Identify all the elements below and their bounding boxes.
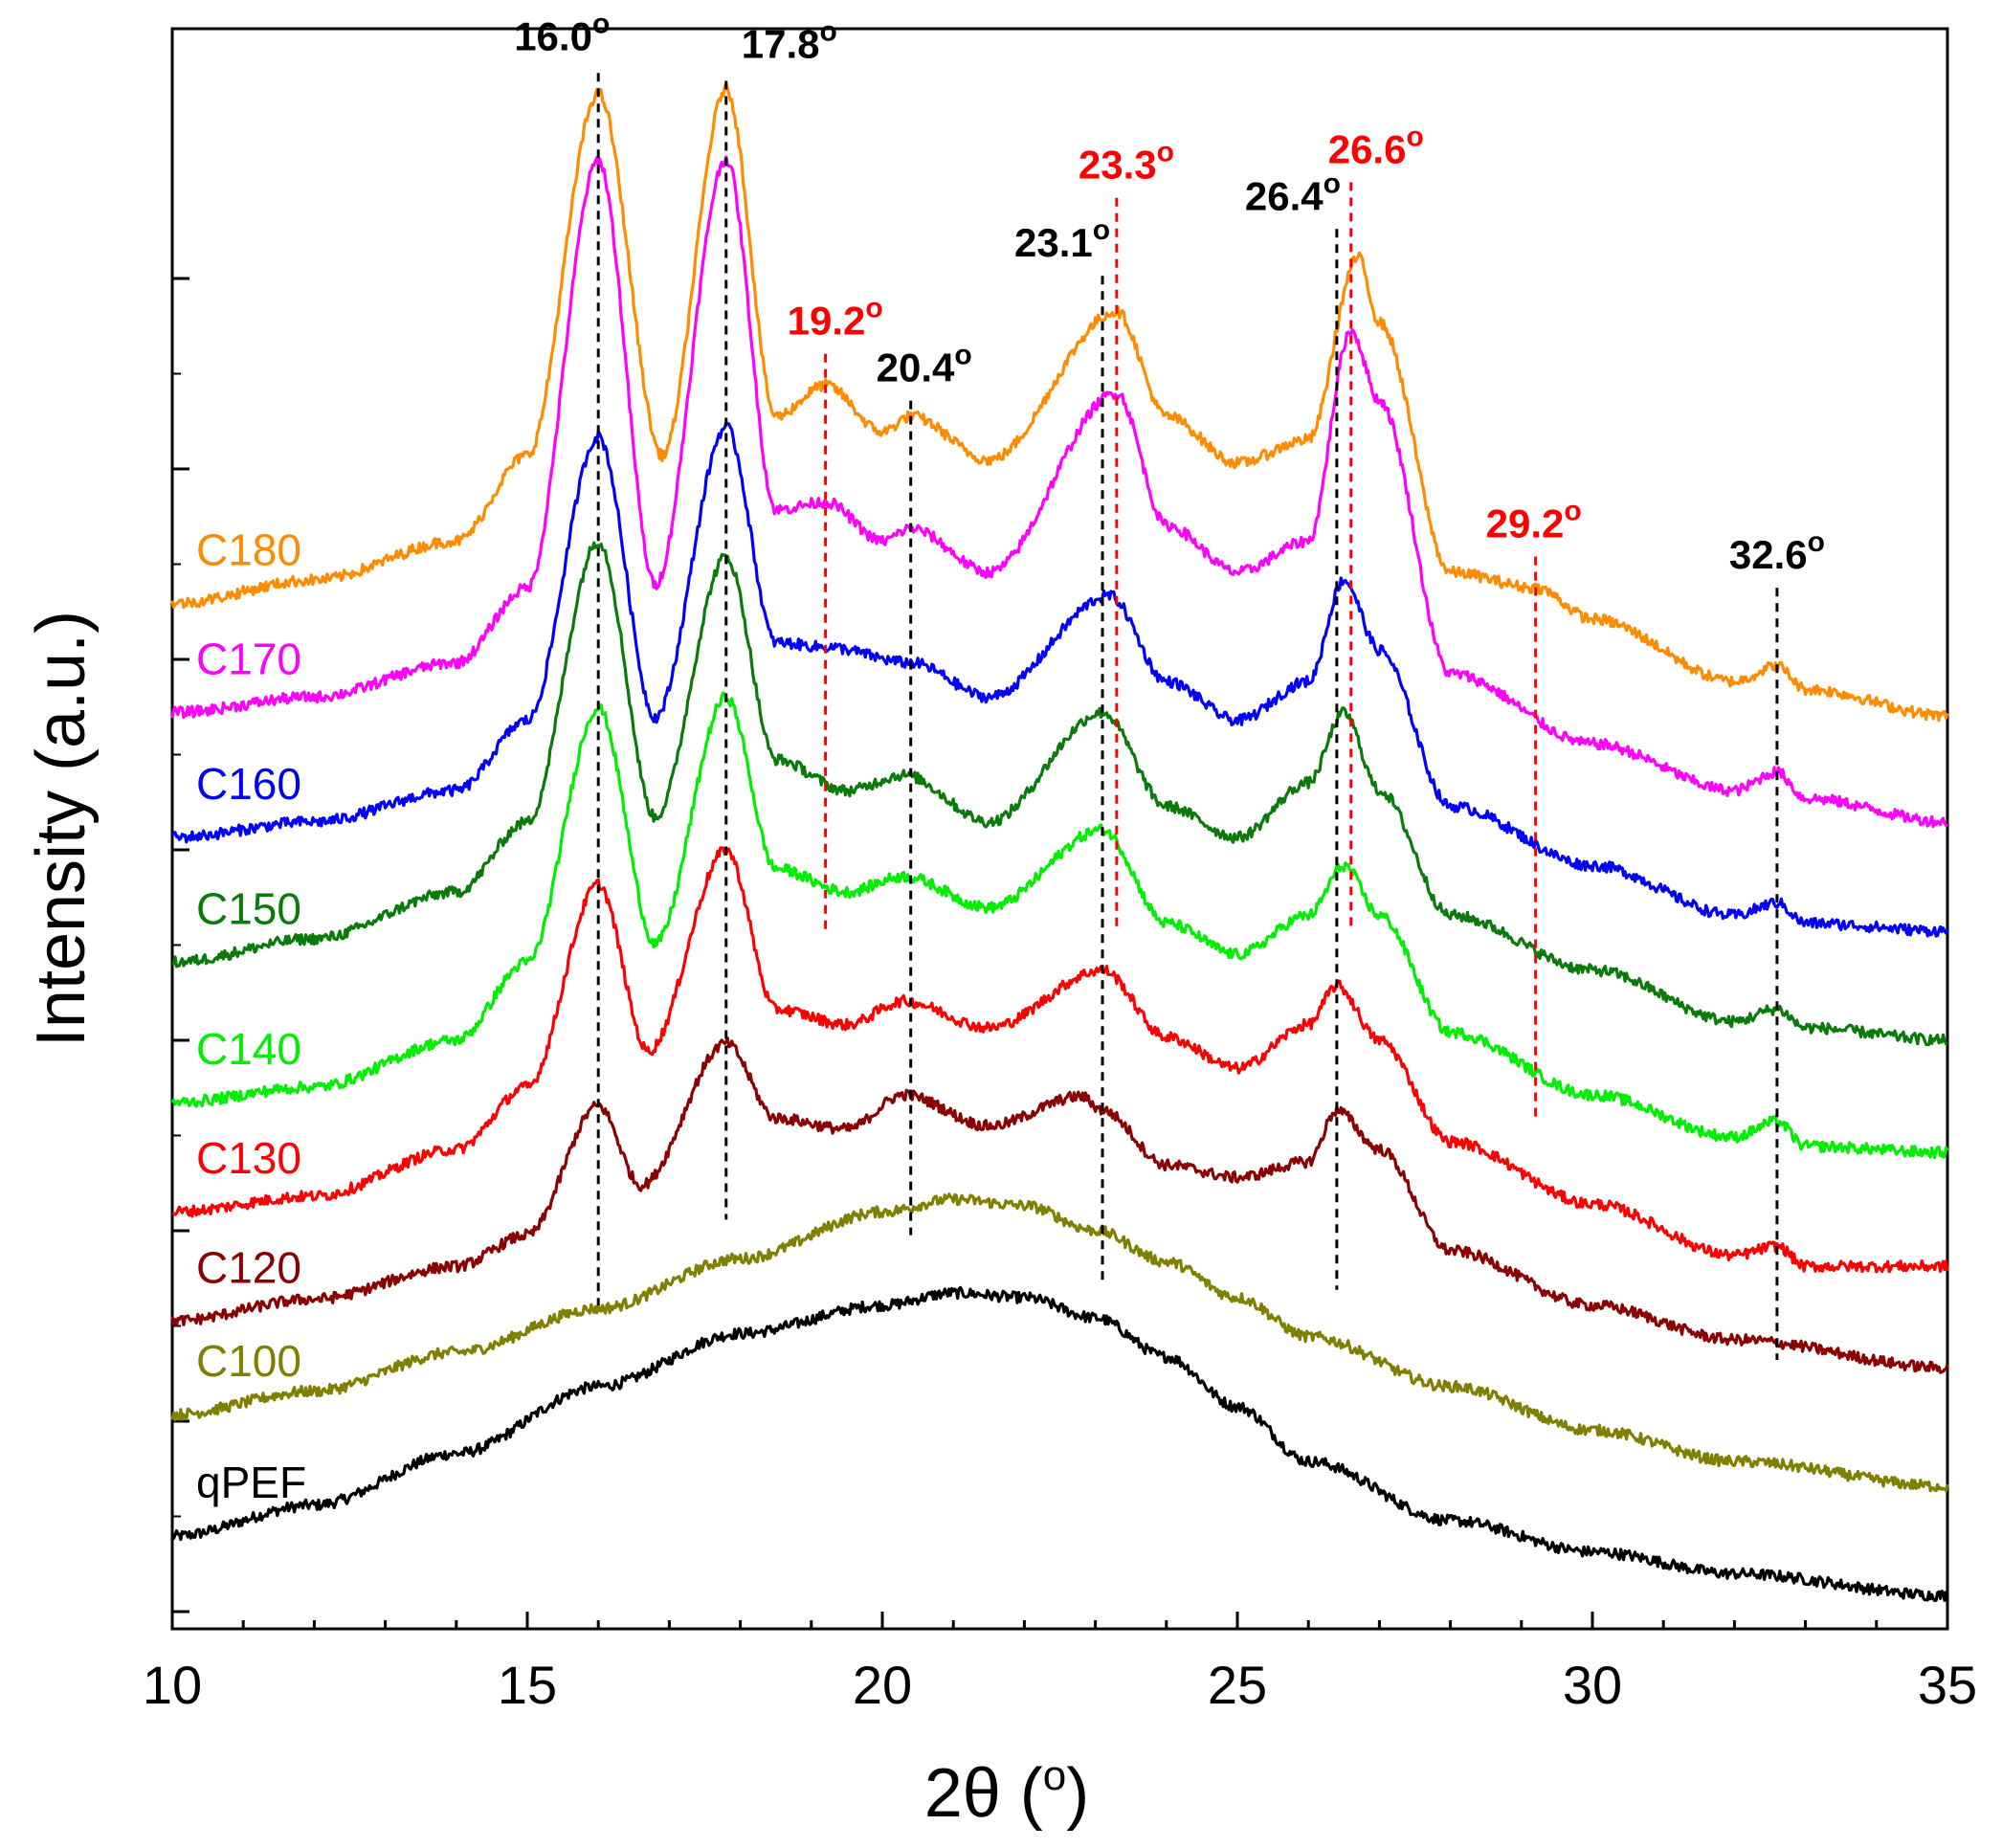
x-axis-title-sup: o	[1043, 1752, 1066, 1799]
series-label-c120: C120	[196, 1242, 301, 1292]
peak-label: 20.4o	[877, 340, 972, 390]
x-axis-title-main: 2θ (	[924, 1755, 1043, 1832]
peak-label: 26.6o	[1328, 121, 1424, 171]
series-line-c100	[170, 1192, 1949, 1493]
plot-frame	[170, 27, 1949, 1631]
series-label-c130: C130	[196, 1133, 301, 1183]
series-line-c160	[170, 421, 1949, 938]
series-line-c130	[171, 846, 1949, 1274]
x-tick-label: 35	[1918, 1655, 1977, 1715]
peak-label: 23.3o	[1079, 137, 1174, 188]
peak-label: 29.2o	[1486, 496, 1582, 546]
series-lines	[170, 81, 1949, 1602]
x-tick-label: 25	[1208, 1655, 1267, 1715]
series-label-c170: C170	[196, 635, 301, 684]
peak-reference-lines	[596, 73, 1779, 1361]
peak-label: 23.1o	[1014, 214, 1110, 265]
peak-label: 32.6o	[1729, 526, 1825, 577]
x-axis-ticks: 10 15 20 25 30 35	[143, 1612, 1977, 1715]
x-axis-title: 2θ (o)	[924, 1752, 1090, 1832]
series-line-c180	[170, 81, 1949, 723]
peak-label: 17.8o	[742, 15, 837, 66]
peak-label: 16.0o	[514, 8, 610, 58]
peak-label: 19.2o	[788, 293, 883, 344]
series-line-c120	[170, 1036, 1949, 1374]
series-label-c180: C180	[196, 525, 301, 575]
series-label-c150: C150	[196, 883, 301, 933]
x-tick-label: 20	[853, 1655, 912, 1715]
x-tick-label: 10	[143, 1655, 202, 1715]
series-line-c150	[171, 541, 1948, 1047]
y-axis-title: Intensity (a.u.)	[23, 611, 100, 1047]
series-line-qpef	[170, 1285, 1949, 1602]
peak-label: 26.4o	[1245, 167, 1341, 218]
y-axis-ticks	[172, 277, 189, 1614]
series-labels: qPEF C100 C120 C130 C140 C150 C160 C170 C180	[196, 525, 306, 1508]
series-label-c140: C140	[196, 1024, 301, 1074]
series-line-c170	[170, 155, 1948, 829]
x-tick-label: 30	[1563, 1655, 1622, 1715]
series-label-qpef: qPEF	[196, 1458, 306, 1507]
series-label-c100: C100	[196, 1336, 301, 1386]
series-line-c140	[170, 691, 1949, 1160]
x-axis-title-close: )	[1066, 1755, 1089, 1832]
x-tick-label: 15	[498, 1655, 557, 1715]
series-label-c160: C160	[196, 759, 301, 809]
